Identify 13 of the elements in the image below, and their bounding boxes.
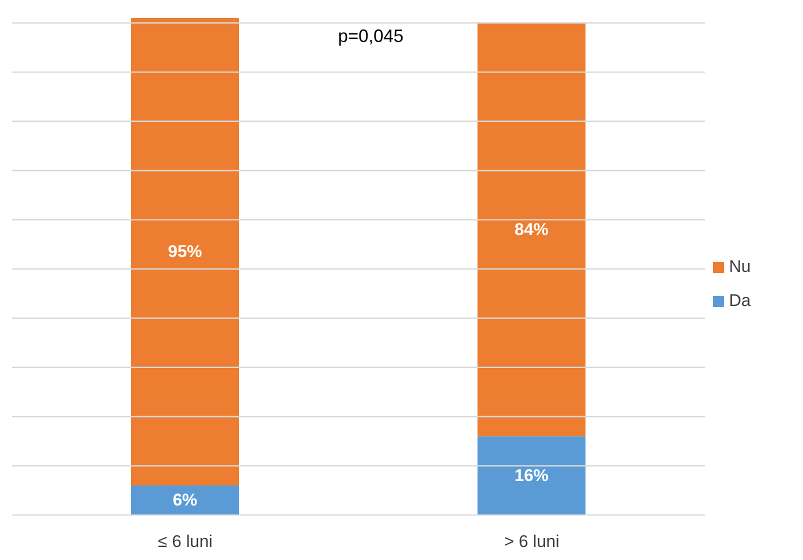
x-tick-label: ≤ 6 luni <box>158 532 213 552</box>
bar <box>478 436 586 515</box>
bar <box>131 485 239 515</box>
legend-label: Nu <box>728 257 752 277</box>
bar <box>131 18 239 486</box>
data-label: 16% <box>514 466 549 486</box>
x-tick-label: > 6 luni <box>504 532 560 552</box>
annotation: p=0,045 <box>338 26 404 47</box>
data-label: 95% <box>168 242 202 262</box>
bar <box>478 22 586 436</box>
legend-label: Da <box>728 291 752 311</box>
data-label: 6% <box>172 490 198 510</box>
data-label: 84% <box>514 220 549 240</box>
